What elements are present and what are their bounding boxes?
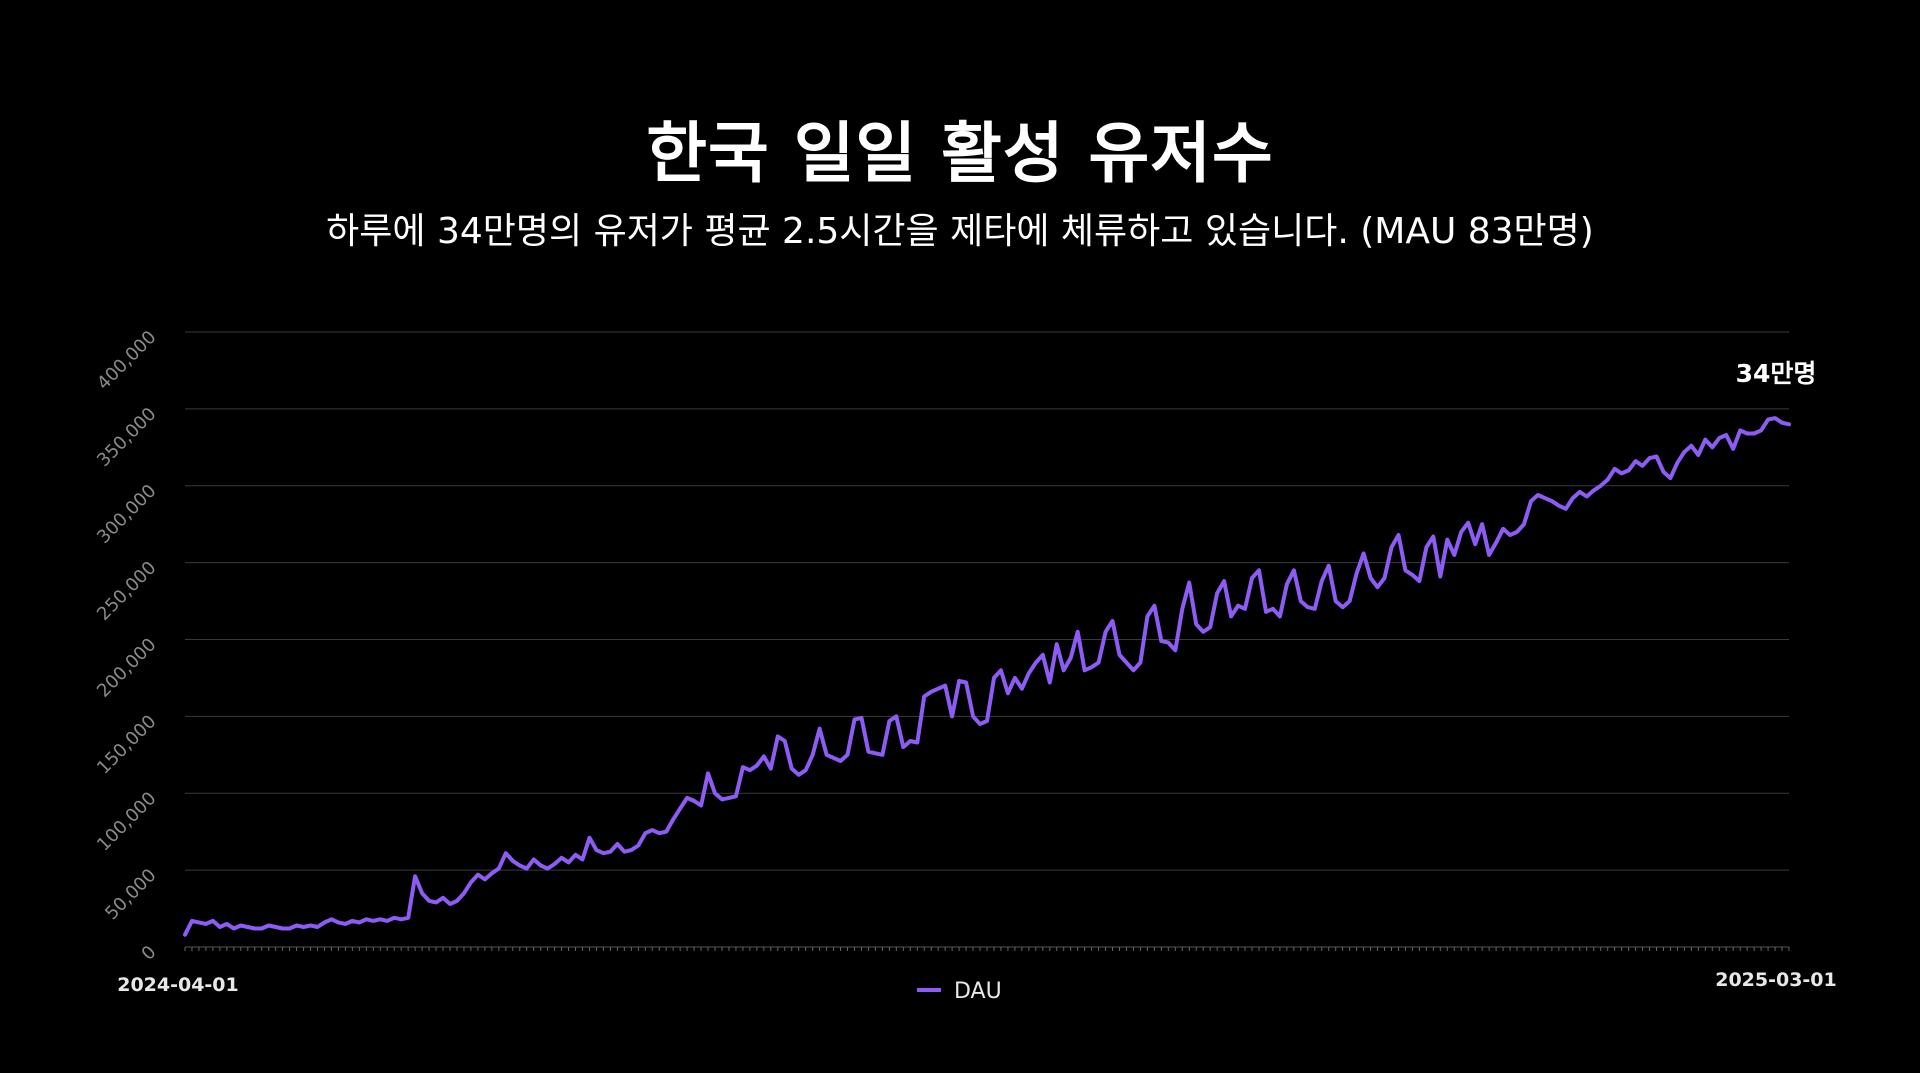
y-tick-label: 250,000 [93,557,160,624]
legend: DAU [917,979,1002,1004]
chart-subtitle: 하루에 34만명의 유저가 평균 2.5시간을 제타에 체류하고 있습니다. (… [326,211,1594,252]
chart-title: 한국 일일 활성 유저수 [646,115,1274,192]
end-value-annotation: 34만명 [1736,359,1817,388]
y-tick-label: 350,000 [93,404,160,471]
y-tick-label: 200,000 [93,634,160,701]
y-tick-label: 150,000 [93,711,160,778]
x-tick-label-start: 2024-04-01 [117,974,239,996]
y-tick-label: 50,000 [101,865,160,924]
x-axis [184,946,1790,951]
legend-label-dau: DAU [954,979,1002,1004]
y-tick-label: 300,000 [93,480,160,547]
y-tick-label: 0 [138,942,161,965]
y-axis-ticks: 0 50,000 100,000 150,000 200,000 250,000 300,0… [93,327,160,965]
y-tick-label: 400,000 [93,327,160,394]
grid-lines [185,331,1789,871]
series-line-dau [183,416,1791,937]
x-tick-label-end: 2025-03-01 [1715,969,1837,991]
y-tick-label: 100,000 [93,788,160,855]
